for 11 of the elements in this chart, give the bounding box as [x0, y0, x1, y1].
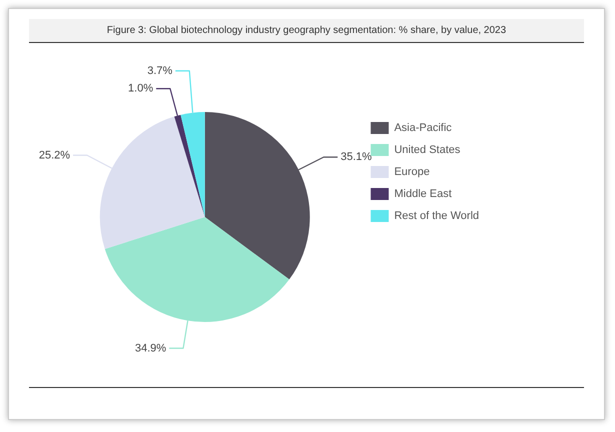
data-label: 1.0%	[128, 82, 154, 95]
data-label: 34.9%	[135, 342, 166, 354]
chart-title: Figure 3: Global biotechnology industry geography segmentation: % share, by value, 2023	[29, 19, 584, 43]
data-label: 25.2%	[38, 149, 70, 162]
data-label: 35.1%	[340, 151, 372, 164]
legend-label: Middle East	[394, 188, 452, 200]
legend-label: Asia-Pacific	[394, 122, 452, 134]
legend-label: Rest of the World	[394, 210, 480, 222]
legend-label: Europe	[394, 166, 430, 178]
legend-label: United States	[394, 144, 461, 156]
data-label: 3.7%	[147, 64, 173, 77]
